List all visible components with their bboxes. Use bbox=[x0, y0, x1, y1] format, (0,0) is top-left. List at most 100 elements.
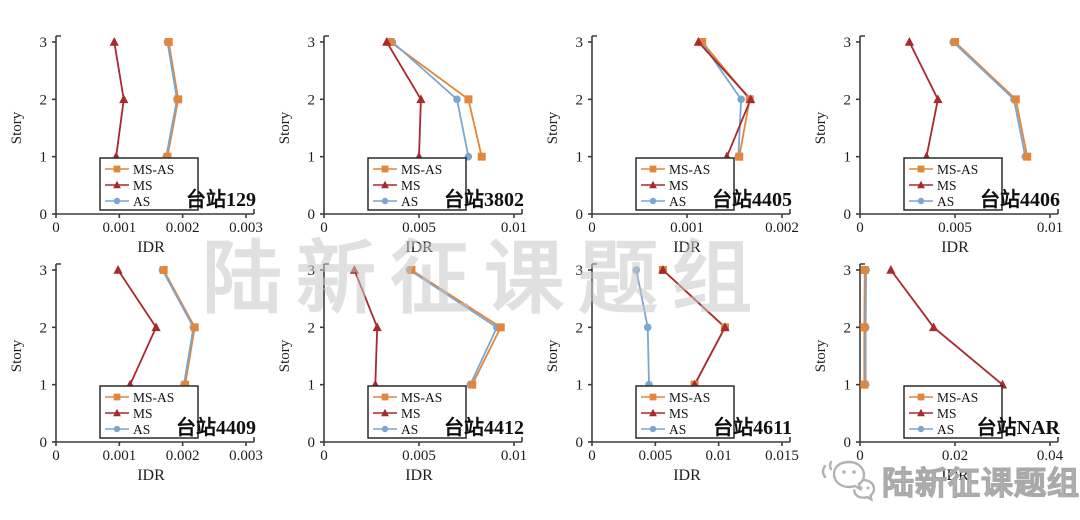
circle-marker bbox=[632, 266, 641, 274]
x-tick-label: 0.01 bbox=[1037, 220, 1063, 236]
y-tick-label: 3 bbox=[40, 263, 48, 279]
x-axis-title: IDR bbox=[941, 239, 969, 256]
square-marker bbox=[464, 95, 473, 104]
y-axis-title: Story bbox=[277, 111, 293, 144]
series-MS-AS-line bbox=[662, 269, 727, 386]
circle-marker bbox=[917, 425, 925, 433]
x-axis-title: IDR bbox=[673, 239, 701, 256]
y-tick-label: 1 bbox=[844, 150, 852, 166]
series-MS-AS-markers bbox=[860, 266, 869, 389]
x-tick-label: 0.001 bbox=[102, 220, 136, 236]
legend-label-AS: AS bbox=[401, 422, 418, 437]
circle-marker bbox=[381, 425, 389, 433]
y-tick-label: 0 bbox=[844, 207, 852, 223]
square-marker bbox=[698, 38, 707, 46]
legend-label-MS-AS: MS-AS bbox=[401, 162, 442, 177]
axes bbox=[52, 35, 255, 218]
y-tick-label: 0 bbox=[576, 435, 584, 451]
x-tick-label: 0.003 bbox=[229, 220, 263, 236]
square-marker bbox=[468, 380, 477, 389]
triangle-marker bbox=[113, 408, 121, 417]
circle-marker bbox=[643, 323, 652, 332]
y-tick-label: 1 bbox=[844, 378, 852, 394]
x-tick-label: 0 bbox=[588, 448, 596, 464]
square-marker bbox=[860, 323, 869, 332]
y-tick-label: 3 bbox=[40, 35, 48, 51]
legend-label-AS: AS bbox=[133, 422, 150, 437]
square-marker bbox=[190, 323, 199, 332]
triangle-marker bbox=[693, 37, 703, 46]
series-MS-line bbox=[117, 269, 158, 386]
x-tick-label: 0 bbox=[320, 220, 328, 236]
x-tick-label: 0.02 bbox=[942, 448, 968, 464]
y-tick-label: 1 bbox=[40, 378, 48, 394]
square-marker bbox=[917, 393, 925, 401]
legend-label-MS-AS: MS-AS bbox=[937, 390, 978, 405]
square-marker bbox=[735, 152, 744, 161]
y-tick-label: 2 bbox=[40, 92, 48, 108]
legend-label-MS-AS: MS-AS bbox=[669, 390, 710, 405]
square-marker bbox=[381, 393, 389, 401]
x-tick-label: 0.005 bbox=[402, 448, 436, 464]
y-tick-label: 3 bbox=[576, 35, 584, 51]
legend-label-MS: MS bbox=[937, 406, 957, 421]
square-marker bbox=[496, 323, 505, 332]
triangle-marker bbox=[649, 408, 657, 417]
x-tick-label: 0 bbox=[320, 448, 328, 464]
y-tick-label: 3 bbox=[844, 263, 852, 279]
x-tick-label: 0.001 bbox=[102, 448, 136, 464]
axes bbox=[856, 263, 1059, 446]
triangle-marker bbox=[929, 322, 939, 332]
y-tick-label: 0 bbox=[308, 435, 316, 451]
triangle-marker bbox=[372, 322, 382, 332]
y-tick-label: 0 bbox=[576, 207, 584, 223]
y-tick-label: 3 bbox=[576, 263, 584, 279]
y-tick-label: 3 bbox=[844, 35, 852, 51]
station-label: 台站4406 bbox=[980, 187, 1060, 211]
triangle-marker bbox=[917, 180, 925, 189]
triangle-marker bbox=[109, 37, 119, 46]
legend-label-AS: AS bbox=[669, 194, 686, 209]
legend-label-MS-AS: MS-AS bbox=[133, 390, 174, 405]
circle-marker bbox=[649, 425, 657, 433]
legend-label-MS-AS: MS-AS bbox=[669, 162, 710, 177]
y-axis-title: Story bbox=[545, 339, 561, 372]
square-marker bbox=[951, 38, 959, 46]
series-MS-line bbox=[385, 41, 422, 157]
legend-label-MS: MS bbox=[133, 406, 153, 421]
legend-label-MS: MS bbox=[133, 178, 153, 193]
triangle-marker bbox=[381, 180, 389, 189]
x-tick-label: 0.04 bbox=[1037, 448, 1064, 464]
triangle-marker bbox=[113, 180, 121, 189]
y-tick-label: 2 bbox=[308, 92, 316, 108]
wechat-chat-bubbles-icon bbox=[821, 460, 876, 502]
charts-grid: 0 0.001 0.002 0.003 0 1 2 3 Story IDR MS-AS MS AS 台站1… bbox=[8, 0, 1080, 520]
triangle-marker bbox=[917, 408, 925, 417]
y-tick-label: 0 bbox=[40, 435, 48, 451]
y-tick-label: 1 bbox=[576, 378, 584, 394]
triangle-marker bbox=[904, 37, 914, 46]
legend-label-AS: AS bbox=[401, 194, 418, 209]
y-tick-label: 3 bbox=[308, 35, 316, 51]
x-axis-title: IDR bbox=[137, 467, 165, 484]
square-marker bbox=[649, 165, 657, 173]
triangle-marker bbox=[349, 265, 359, 274]
station-label: 台站4409 bbox=[176, 415, 256, 439]
series-MS-AS-line bbox=[410, 269, 502, 386]
axes bbox=[588, 263, 791, 446]
legend-label-MS: MS bbox=[401, 178, 421, 193]
station-label: 台站4611 bbox=[713, 415, 792, 439]
y-tick-label: 2 bbox=[844, 320, 852, 336]
square-marker bbox=[1023, 152, 1032, 161]
